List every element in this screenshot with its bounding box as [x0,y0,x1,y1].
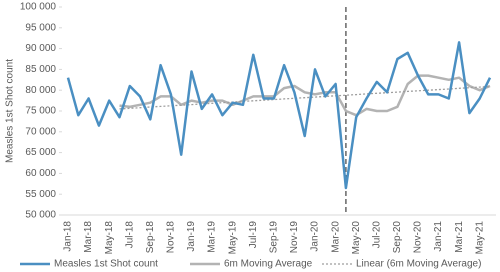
legend-label: 6m Moving Average [224,259,313,270]
x-tick-label: Jan-19 [186,221,197,252]
y-tick-label: 55 000 [25,189,56,200]
x-tick-label: Jan-18 [63,221,74,252]
x-tick-label: Mar-18 [83,221,94,253]
legend-label: Measles 1st Shot count [54,259,158,270]
x-tick-label: Mar-20 [330,221,341,253]
y-tick-label: 75 000 [25,106,56,117]
y-tick-label: 95 000 [25,22,56,33]
x-tick-label: Nov-20 [413,221,424,254]
y-tick-label: 100 000 [20,2,57,13]
x-tick-label: Jul-18 [124,221,135,249]
x-tick-label: Sep-20 [392,221,403,254]
y-tick-label: 85 000 [25,64,56,75]
x-tick-label: Jul-19 [248,221,259,249]
y-tick-label: 90 000 [25,43,56,54]
y-tick-label: 50 000 [25,210,56,221]
series-line [66,41,492,190]
x-tick-label: May-19 [227,221,238,255]
x-tick-label: Mar-21 [454,221,465,253]
x-tick-label: Nov-18 [166,221,177,254]
x-tick-label: Jan-20 [310,221,321,252]
x-tick-label: Jul-20 [371,221,382,249]
y-tick-label: 60 000 [25,168,56,179]
x-tick-label: Nov-19 [289,221,300,254]
x-tick-label: May-21 [474,221,485,255]
x-tick-label: Mar-19 [207,221,218,253]
legend-label: Linear (6m Moving Average) [356,259,481,270]
y-tick-label: 70 000 [25,126,56,137]
x-tick-label: Sep-18 [145,221,156,254]
y-tick-label: 80 000 [25,85,56,96]
y-tick-label: 65 000 [25,147,56,158]
x-tick-label: Jan-21 [433,221,444,252]
x-tick-label: Sep-19 [268,221,279,254]
series-line [119,85,491,110]
y-axis-title: Measles 1st Shot count [5,59,16,163]
x-tick-label: May-18 [104,221,115,255]
x-tick-label: May-20 [351,221,362,255]
